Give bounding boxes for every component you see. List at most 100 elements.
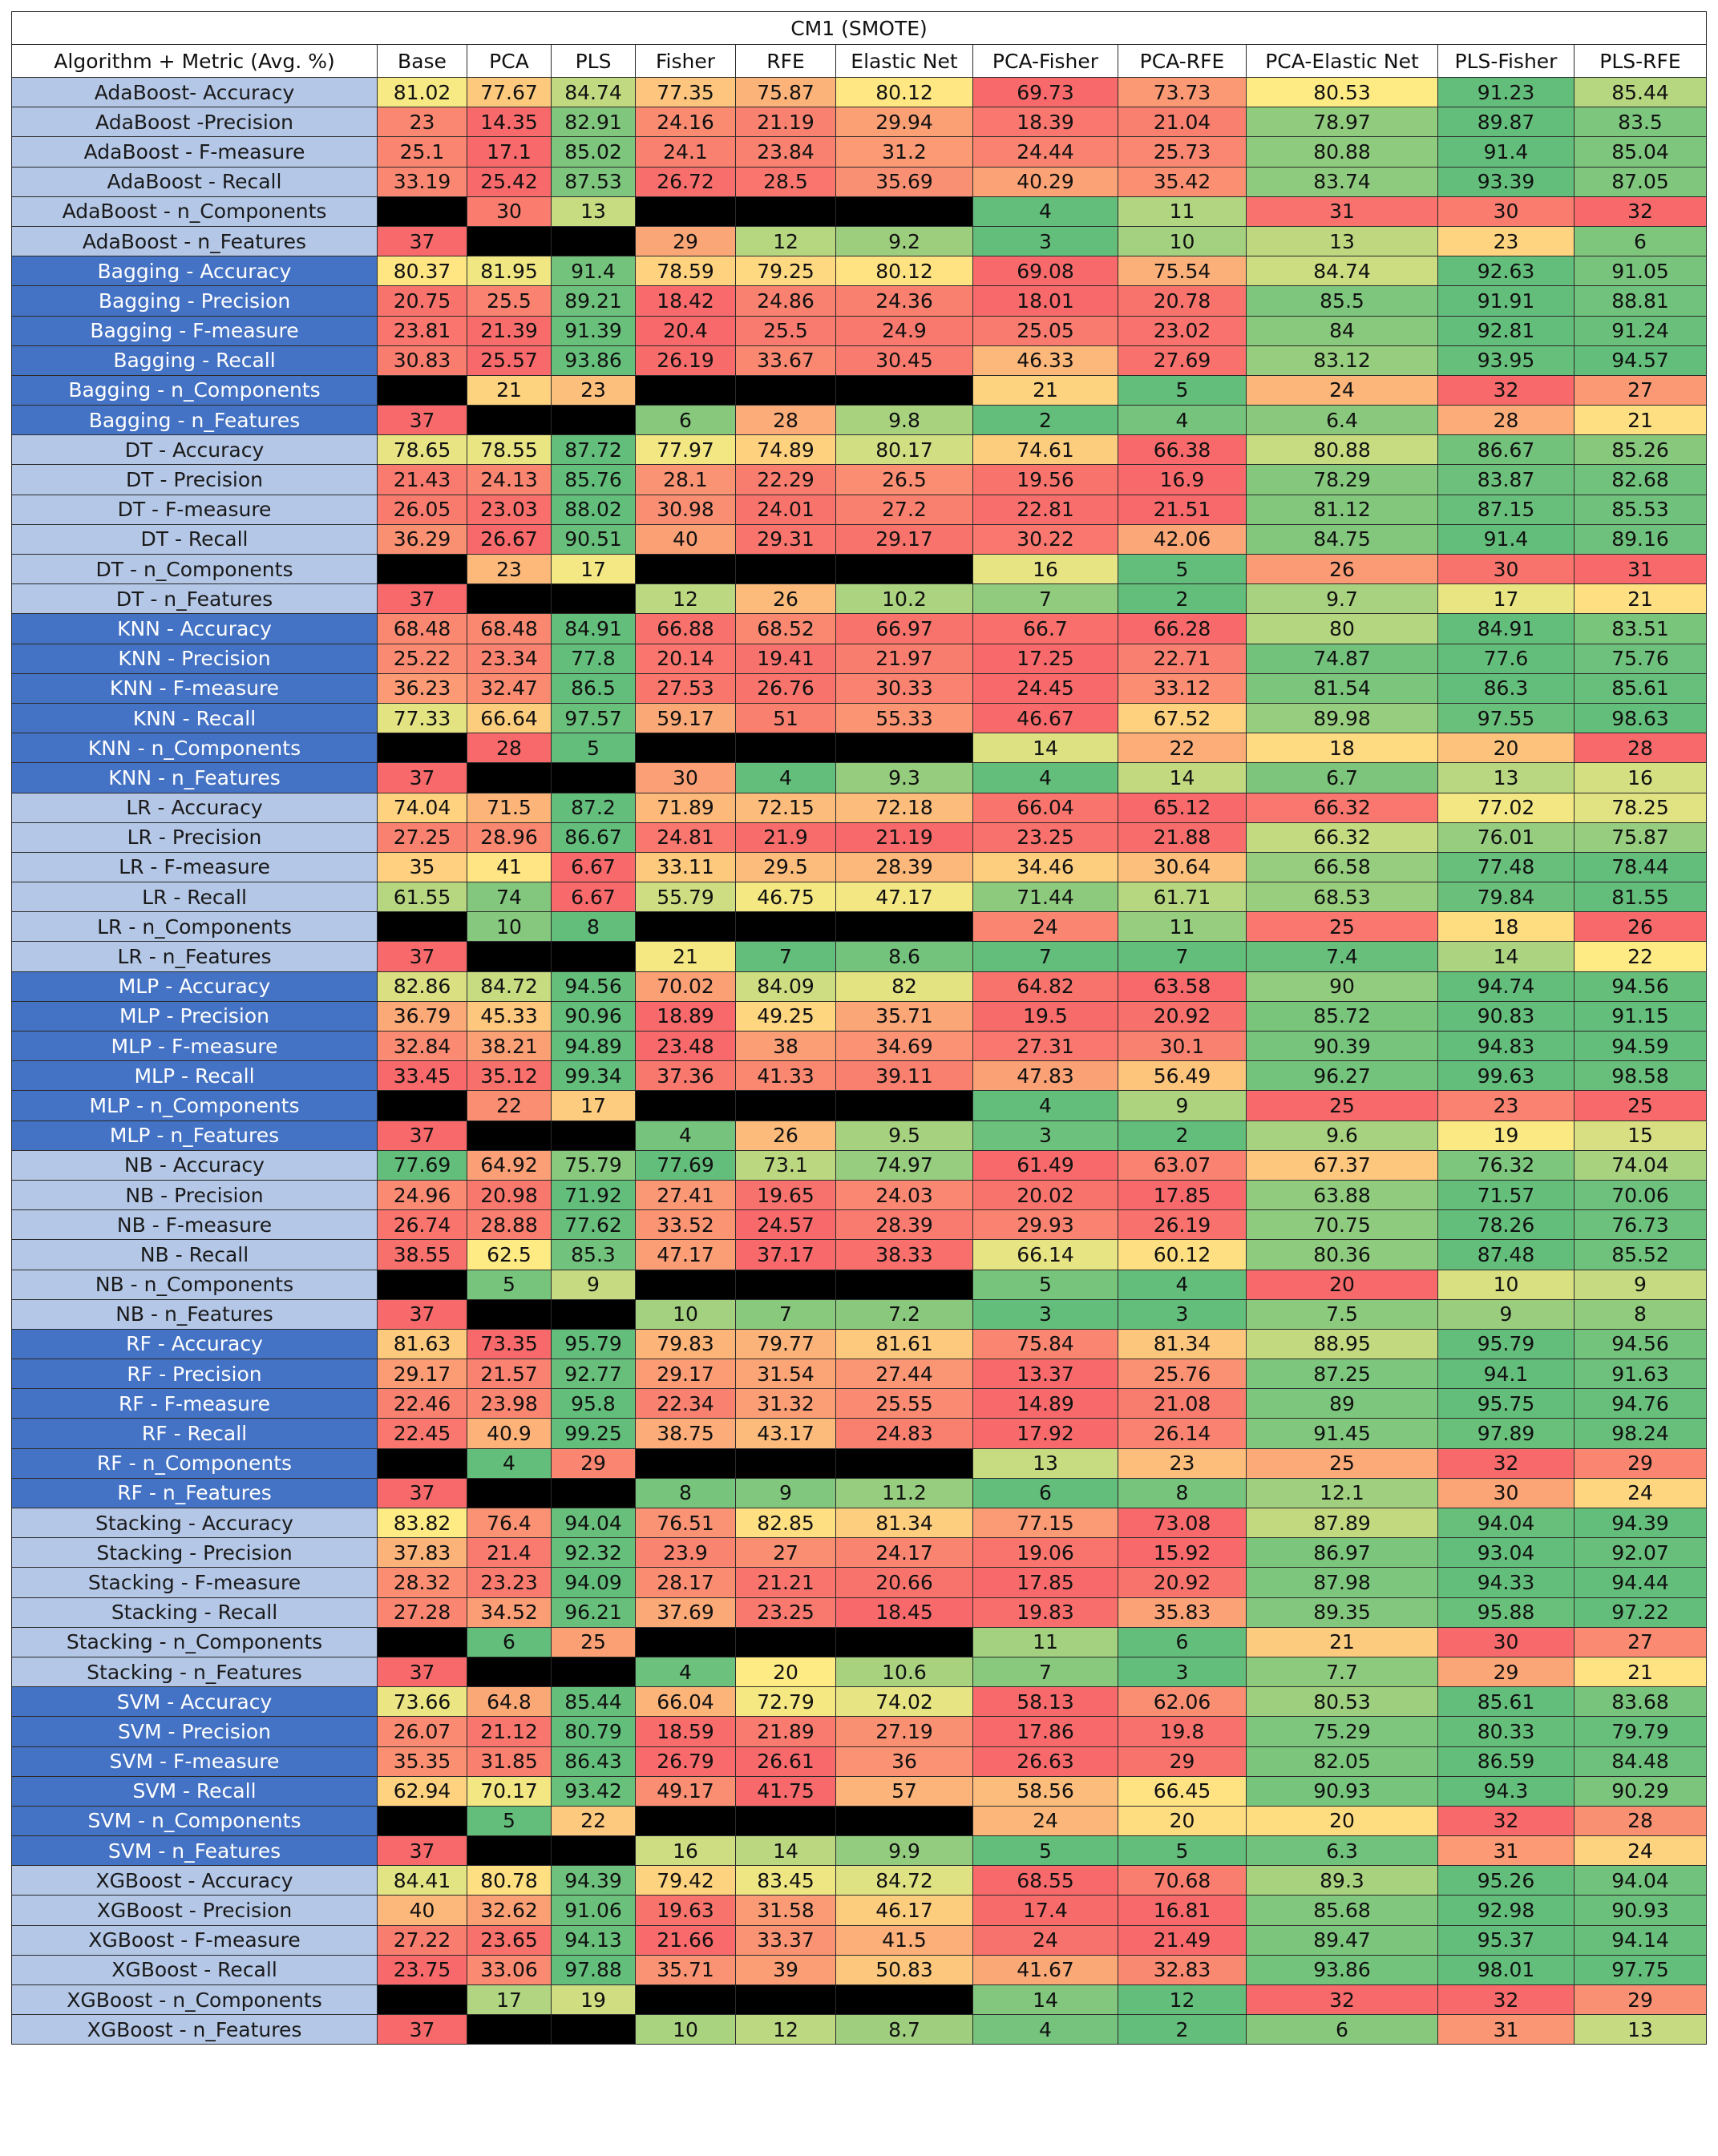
table-row: SVM - Accuracy 73.66 64.8 85.44 66.04 72.79 74… xyxy=(11,1686,1708,1718)
value-cell: 73.66 xyxy=(377,1686,467,1718)
value-cell: 21 xyxy=(1573,1656,1708,1688)
value-cell: 43.17 xyxy=(735,1418,836,1449)
value-cell: 13 xyxy=(972,1447,1118,1479)
value-cell: 7.7 xyxy=(1246,1656,1438,1688)
value-cell: 84.72 xyxy=(467,971,552,1002)
value-cell: 26.19 xyxy=(1118,1209,1247,1241)
value-cell: 89.21 xyxy=(551,285,636,317)
value-cell: 23.9 xyxy=(635,1537,736,1569)
value-cell: 27.25 xyxy=(377,822,467,853)
empty-cell xyxy=(735,911,836,943)
empty-cell xyxy=(377,1269,467,1300)
table-row: NB - Accuracy 77.69 64.92 75.79 77.69 73.1 74.… xyxy=(11,1149,1708,1181)
value-cell: 76.4 xyxy=(467,1507,552,1539)
value-cell: 9 xyxy=(551,1269,636,1300)
value-cell: 83.12 xyxy=(1246,345,1438,376)
column-header: PLS-RFE xyxy=(1573,44,1708,78)
empty-cell xyxy=(377,733,467,764)
value-cell: 28.17 xyxy=(635,1567,736,1598)
value-cell: 32.84 xyxy=(377,1030,467,1062)
value-cell: 25.73 xyxy=(1118,136,1247,168)
value-cell: 97.55 xyxy=(1437,702,1574,734)
value-cell: 90.93 xyxy=(1246,1775,1438,1807)
value-cell: 94.1 xyxy=(1437,1359,1574,1390)
value-cell: 38.21 xyxy=(467,1030,552,1062)
value-cell: 5 xyxy=(467,1805,552,1837)
value-cell: 27.53 xyxy=(635,672,736,704)
value-cell: 64.92 xyxy=(467,1149,552,1181)
value-cell: 24.01 xyxy=(735,494,836,525)
row-label: KNN - Recall xyxy=(11,702,378,734)
row-label: Bagging - Accuracy xyxy=(11,256,378,287)
value-cell: 62.5 xyxy=(467,1239,552,1270)
value-cell: 98.58 xyxy=(1573,1060,1708,1092)
value-cell: 28.39 xyxy=(835,851,973,883)
table-row: XGBoost - n_Components 17 19 14 12 32 32 29 xyxy=(11,1984,1708,2016)
value-cell: 82.91 xyxy=(551,107,636,138)
table-row: Stacking - Precision 37.83 21.4 92.32 23.9 27… xyxy=(11,1537,1708,1569)
row-label: XGBoost - Accuracy xyxy=(11,1865,378,1896)
table-row: NB - Recall 38.55 62.5 85.3 47.17 37.17 38.33 6… xyxy=(11,1239,1708,1270)
value-cell: 80.88 xyxy=(1246,434,1438,466)
table-row: Bagging - F-measure 23.81 21.39 91.39 20.4 25… xyxy=(11,315,1708,346)
value-cell: 83.5 xyxy=(1573,107,1708,138)
row-label: Stacking - Accuracy xyxy=(11,1507,378,1539)
value-cell: 94.83 xyxy=(1437,1030,1574,1062)
value-cell: 77.02 xyxy=(1437,792,1574,823)
table-row: KNN - F-measure 36.23 32.47 86.5 27.53 26.76 3… xyxy=(11,672,1708,704)
value-cell: 94.89 xyxy=(551,1030,636,1062)
value-cell: 24.16 xyxy=(635,107,736,138)
value-cell: 24 xyxy=(972,1805,1118,1837)
heatmap-table: CM1 (SMOTE) Algorithm + Metric (Avg. %) … xyxy=(10,11,1708,2045)
table-row: RF - Accuracy 81.63 73.35 95.79 79.83 79.77 81… xyxy=(11,1328,1708,1360)
value-cell: 24 xyxy=(1573,1835,1708,1867)
value-cell: 17.85 xyxy=(1118,1179,1247,1211)
value-cell: 66.88 xyxy=(635,613,736,644)
value-cell: 77.6 xyxy=(1437,643,1574,674)
value-cell: 66.45 xyxy=(1118,1775,1247,1807)
value-cell: 26 xyxy=(735,1120,836,1151)
value-cell: 91.45 xyxy=(1246,1418,1438,1449)
value-cell: 6 xyxy=(1573,225,1708,257)
value-cell: 23.65 xyxy=(467,1924,552,1956)
value-cell: 81.02 xyxy=(377,76,467,108)
value-cell: 24.36 xyxy=(835,285,973,317)
row-label: XGBoost - F-measure xyxy=(11,1924,378,1956)
value-cell: 18.42 xyxy=(635,285,736,317)
value-cell: 28 xyxy=(1573,733,1708,764)
value-cell: 37 xyxy=(377,1656,467,1688)
value-cell: 26.67 xyxy=(467,523,552,555)
empty-cell xyxy=(735,1984,836,2016)
table-row: DT - n_Features 37 12 26 10.2 7 2 9.7 17 21 xyxy=(11,583,1708,615)
row-label: NB - n_Features xyxy=(11,1298,378,1330)
value-cell: 81.34 xyxy=(835,1507,973,1539)
value-cell: 24.9 xyxy=(835,315,973,346)
value-cell: 29.17 xyxy=(377,1359,467,1390)
empty-cell xyxy=(467,225,552,257)
table-row: DT - Accuracy 78.65 78.55 87.72 77.97 74.89 80… xyxy=(11,434,1708,466)
table-row: MLP - n_Features 37 4 26 9.5 3 2 9.6 19 15 xyxy=(11,1120,1708,1151)
row-label: SVM - n_Components xyxy=(11,1805,378,1837)
row-label: XGBoost - Recall xyxy=(11,1954,378,1986)
table-row: LR - Precision 27.25 28.96 86.67 24.81 21.9 21… xyxy=(11,822,1708,853)
value-cell: 82 xyxy=(835,971,973,1002)
row-label: Bagging - Precision xyxy=(11,285,378,317)
empty-cell xyxy=(835,1269,973,1300)
empty-cell xyxy=(467,1120,552,1151)
row-label: Bagging - F-measure xyxy=(11,315,378,346)
value-cell: 4 xyxy=(972,196,1118,227)
value-cell: 6 xyxy=(467,1626,552,1657)
value-cell: 10.6 xyxy=(835,1656,973,1688)
value-cell: 35 xyxy=(377,851,467,883)
value-cell: 23.02 xyxy=(1118,315,1247,346)
row-label: RF - Precision xyxy=(11,1359,378,1390)
value-cell: 77.15 xyxy=(972,1507,1118,1539)
value-cell: 85.61 xyxy=(1437,1686,1574,1718)
value-cell: 29 xyxy=(1573,1984,1708,2016)
value-cell: 85.76 xyxy=(551,464,636,495)
value-cell: 46.75 xyxy=(735,882,836,913)
value-cell: 66.04 xyxy=(972,792,1118,823)
row-label: Bagging - n_Components xyxy=(11,374,378,406)
value-cell: 6.4 xyxy=(1246,405,1438,436)
